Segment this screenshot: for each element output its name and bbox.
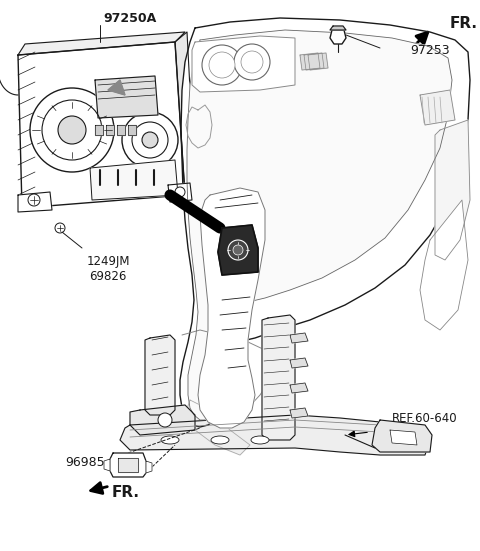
Circle shape xyxy=(132,122,168,158)
Polygon shape xyxy=(300,53,320,70)
Polygon shape xyxy=(420,90,455,125)
Polygon shape xyxy=(175,32,195,195)
Polygon shape xyxy=(185,400,250,455)
Polygon shape xyxy=(120,415,430,455)
Text: 96985: 96985 xyxy=(65,456,105,468)
Polygon shape xyxy=(290,383,308,393)
Polygon shape xyxy=(192,36,295,92)
Circle shape xyxy=(175,187,185,197)
Polygon shape xyxy=(106,125,114,135)
Polygon shape xyxy=(218,225,258,275)
Polygon shape xyxy=(117,125,125,135)
Text: 97253: 97253 xyxy=(410,44,450,57)
Polygon shape xyxy=(390,430,417,445)
Polygon shape xyxy=(308,53,328,70)
Circle shape xyxy=(234,44,270,80)
Polygon shape xyxy=(187,30,452,420)
Circle shape xyxy=(122,112,178,168)
Polygon shape xyxy=(290,358,308,368)
Circle shape xyxy=(158,413,172,427)
Circle shape xyxy=(30,88,114,172)
Ellipse shape xyxy=(251,436,269,444)
Polygon shape xyxy=(95,76,158,118)
Polygon shape xyxy=(372,420,432,452)
Polygon shape xyxy=(262,315,295,440)
Polygon shape xyxy=(145,335,175,415)
Polygon shape xyxy=(128,125,136,135)
Circle shape xyxy=(228,240,248,260)
Circle shape xyxy=(142,132,158,148)
Polygon shape xyxy=(90,160,178,200)
Polygon shape xyxy=(104,459,110,471)
Polygon shape xyxy=(420,200,468,330)
Text: REF.60-640: REF.60-640 xyxy=(392,412,457,424)
Polygon shape xyxy=(18,42,185,208)
Polygon shape xyxy=(118,458,138,472)
Polygon shape xyxy=(110,453,146,477)
Circle shape xyxy=(202,45,242,85)
Polygon shape xyxy=(330,30,346,44)
Polygon shape xyxy=(290,333,308,343)
Polygon shape xyxy=(304,53,324,70)
Text: 1249JM
69826: 1249JM 69826 xyxy=(86,255,130,283)
Polygon shape xyxy=(198,188,265,428)
Polygon shape xyxy=(130,405,195,435)
Ellipse shape xyxy=(211,436,229,444)
Circle shape xyxy=(42,100,102,160)
Text: FR.: FR. xyxy=(112,485,140,500)
Polygon shape xyxy=(95,125,103,135)
Text: 97250A: 97250A xyxy=(103,12,156,24)
Ellipse shape xyxy=(161,436,179,444)
Polygon shape xyxy=(435,120,470,260)
Polygon shape xyxy=(290,408,308,418)
Polygon shape xyxy=(108,80,125,95)
Polygon shape xyxy=(18,192,52,212)
Circle shape xyxy=(28,194,40,206)
Circle shape xyxy=(58,116,86,144)
Circle shape xyxy=(209,52,235,78)
Polygon shape xyxy=(168,183,192,202)
Polygon shape xyxy=(18,32,185,55)
Circle shape xyxy=(55,223,65,233)
Polygon shape xyxy=(330,26,346,30)
Polygon shape xyxy=(146,461,152,473)
Polygon shape xyxy=(180,18,470,427)
Circle shape xyxy=(233,245,243,255)
Circle shape xyxy=(241,51,263,73)
Text: FR.: FR. xyxy=(450,16,478,31)
